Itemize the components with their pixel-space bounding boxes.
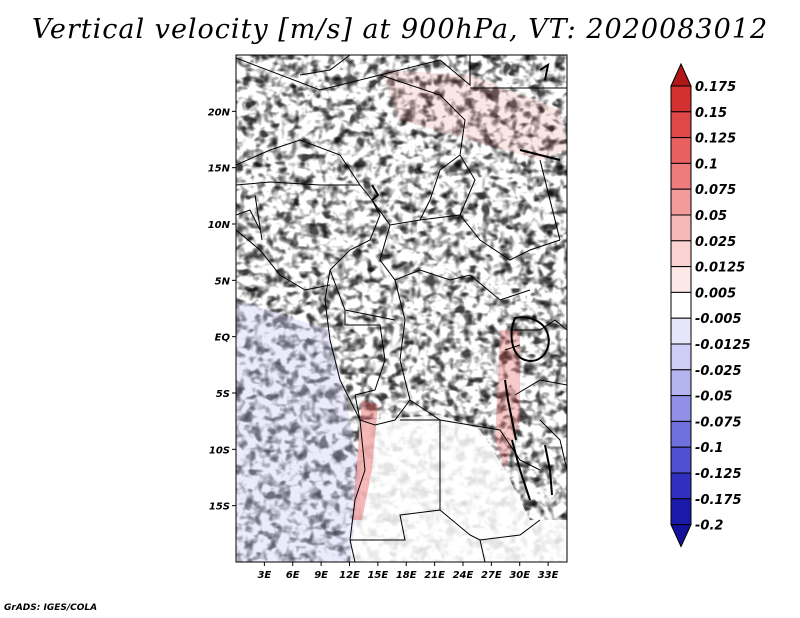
- ocean-blue-region: [236, 300, 360, 562]
- colorbar-segment: [670, 343, 692, 371]
- country-borders: [236, 55, 567, 562]
- lat-tick-label: 10N: [208, 220, 231, 231]
- colorbar-label: -0.175: [695, 493, 742, 508]
- colorbar-label: -0.075: [695, 415, 742, 430]
- colorbar-segment: [670, 111, 692, 139]
- colorbar-segment: [670, 291, 692, 319]
- lon-tick-label: 12E: [339, 570, 360, 581]
- lon-tick-label: 21E: [424, 570, 445, 581]
- lat-tick-label: 15N: [208, 164, 231, 175]
- colorbar-label: 0.025: [695, 235, 736, 250]
- sahara-red-region: [380, 70, 567, 160]
- lon-tick-label: 18E: [396, 570, 417, 581]
- lon-tick-label: 6E: [286, 570, 300, 581]
- velocity-field: [236, 55, 567, 562]
- colorbar-segment: [670, 137, 692, 164]
- colorbar-top-arrow: [670, 62, 692, 87]
- colorbar-segment: [670, 317, 692, 345]
- colorbar-label: -0.025: [695, 364, 742, 379]
- lon-tick-label: 27E: [481, 570, 502, 581]
- lat-tick-label: 15S: [209, 502, 230, 513]
- colorbar-label: -0.005: [695, 312, 742, 327]
- colorbar-label: 0.075: [695, 183, 736, 198]
- lakes: [371, 62, 561, 501]
- longitude-axis: 3E 6E 9E 12E 15E 18E 21E 24E 27E 30E 33E: [257, 562, 559, 581]
- colorbar-segment: [670, 472, 692, 500]
- colorbar-segment: [670, 85, 692, 113]
- lon-tick-label: 15E: [367, 570, 388, 581]
- colorbar-segment: [670, 188, 692, 216]
- colorbar-label: -0.1: [695, 441, 723, 456]
- colorbar-segment: [670, 446, 692, 474]
- lon-tick-label: 30E: [509, 570, 530, 581]
- lon-tick-label: 33E: [538, 570, 559, 581]
- lat-tick-label: 20N: [208, 107, 231, 118]
- colorbar-label: 0.0125: [695, 261, 745, 276]
- colorbar-segment: [670, 420, 692, 448]
- colorbar-segment: [670, 369, 692, 397]
- map-title: Vertical velocity [m/s] at 900hPa, VT: 2…: [31, 14, 769, 45]
- colorbar-segment: [670, 266, 692, 293]
- colorbar-label: 0.005: [695, 286, 736, 301]
- colorbar-label: 0.1: [695, 157, 718, 172]
- colorbar-label: 0.125: [695, 132, 736, 147]
- southern-land-calm-region: [350, 415, 567, 562]
- colorbar-label: 0.05: [695, 209, 727, 224]
- colorbar-label: 0.15: [695, 106, 727, 121]
- colorbar: 0.175 0.15 0.125 0.1 0.075 0.05 0.025 0.0125 0.0…: [670, 62, 751, 548]
- colorbar-label: -0.2: [695, 519, 723, 534]
- colorbar-label: -0.0125: [695, 338, 751, 353]
- colorbar-label: -0.125: [695, 467, 742, 482]
- grads-credit: GrADS: IGES/COLA: [4, 603, 98, 613]
- colorbar-bottom-arrow: [670, 524, 692, 548]
- lon-tick-label: 3E: [257, 570, 271, 581]
- lat-tick-label: 10S: [209, 445, 230, 456]
- colorbar-label: -0.05: [695, 390, 732, 405]
- colorbar-segment: [670, 498, 692, 526]
- colorbar-segment: [670, 214, 692, 242]
- colorbar-segment: [670, 162, 692, 190]
- colorbar-segment: [670, 240, 692, 268]
- colorbar-label: 0.175: [695, 80, 736, 95]
- map-frame: [235, 54, 568, 563]
- lat-tick-label: 5S: [216, 389, 230, 400]
- lon-tick-label: 9E: [314, 570, 328, 581]
- latitude-axis: 20N 15N 10N 5N EQ 5S 10S 15S: [208, 107, 236, 513]
- lon-tick-label: 24E: [453, 570, 474, 581]
- colorbar-segment: [670, 395, 692, 422]
- lat-tick-label: 5N: [215, 276, 231, 287]
- lat-tick-label: EQ: [215, 333, 231, 344]
